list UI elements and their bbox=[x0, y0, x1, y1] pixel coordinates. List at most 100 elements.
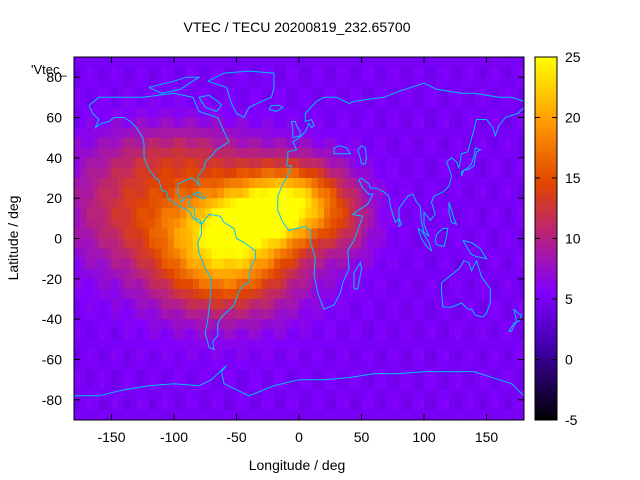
heatmap-cell bbox=[180, 268, 187, 280]
heatmap-cell bbox=[192, 77, 200, 88]
heatmap-cell bbox=[286, 248, 294, 260]
heatmap-cell bbox=[167, 258, 175, 270]
heatmap-cell bbox=[80, 228, 87, 239]
heatmap-cell bbox=[230, 157, 237, 169]
heatmap-cell bbox=[342, 228, 350, 239]
heatmap-cell bbox=[217, 107, 225, 118]
heatmap-cell bbox=[336, 359, 344, 370]
heatmap-cell bbox=[342, 198, 350, 209]
heatmap-cell bbox=[205, 409, 212, 421]
heatmap-cell bbox=[355, 87, 362, 98]
coastline-cuba bbox=[192, 191, 207, 199]
heatmap-cell bbox=[486, 238, 494, 249]
heatmap-cell bbox=[486, 87, 494, 98]
heatmap-cell bbox=[180, 198, 187, 209]
heatmap-cell bbox=[105, 107, 112, 118]
heatmap-cell bbox=[86, 87, 94, 98]
heatmap-cell bbox=[180, 299, 187, 310]
heatmap-cell bbox=[492, 248, 500, 260]
heatmap-cell bbox=[111, 379, 119, 391]
heatmap-cell bbox=[330, 248, 337, 260]
heatmap-cell bbox=[155, 278, 162, 290]
heatmap-cell bbox=[217, 57, 225, 68]
heatmap-cell bbox=[136, 349, 144, 360]
heatmap-cell bbox=[267, 339, 275, 350]
heatmap-cell bbox=[111, 278, 119, 290]
heatmap-cell bbox=[461, 208, 469, 219]
heatmap-cell bbox=[186, 228, 194, 239]
heatmap-cell bbox=[392, 238, 400, 249]
heatmap-cell bbox=[117, 299, 125, 310]
heatmap-cell bbox=[186, 288, 194, 300]
heatmap-cell bbox=[430, 107, 437, 118]
heatmap-cell bbox=[124, 218, 131, 229]
heatmap-cell bbox=[174, 57, 181, 68]
heatmap-cell bbox=[92, 107, 100, 118]
heatmap-cell bbox=[224, 127, 231, 139]
heatmap-cell bbox=[367, 167, 375, 179]
heatmap-cell bbox=[474, 278, 481, 290]
x-axis-label: Longitude / deg bbox=[249, 457, 346, 473]
heatmap-cell bbox=[111, 188, 119, 199]
heatmap-cell bbox=[199, 409, 206, 421]
heatmap-cell bbox=[499, 117, 506, 128]
heatmap-cell bbox=[186, 57, 194, 68]
heatmap-cell bbox=[174, 218, 181, 229]
heatmap-cell bbox=[205, 359, 212, 370]
heatmap-cell bbox=[186, 188, 194, 199]
heatmap-cell bbox=[255, 319, 262, 330]
heatmap-cell bbox=[199, 87, 206, 98]
heatmap-cell bbox=[105, 288, 112, 300]
heatmap-cell bbox=[124, 258, 131, 270]
heatmap-cell bbox=[142, 389, 150, 401]
heatmap-cell bbox=[230, 87, 237, 98]
heatmap-cell bbox=[192, 329, 200, 340]
heatmap-cell bbox=[342, 339, 350, 350]
heatmap-cell bbox=[336, 278, 344, 290]
heatmap-cell bbox=[155, 147, 162, 159]
heatmap-cell bbox=[249, 339, 256, 350]
heatmap-cell bbox=[92, 349, 100, 360]
heatmap-cell bbox=[311, 238, 319, 249]
heatmap-cell bbox=[349, 268, 356, 280]
heatmap-cell bbox=[374, 87, 381, 98]
heatmap-cell bbox=[192, 339, 200, 350]
heatmap-cell bbox=[117, 188, 125, 199]
heatmap-cell bbox=[242, 97, 250, 108]
heatmap-cell bbox=[155, 208, 162, 219]
heatmap-cell bbox=[324, 188, 331, 199]
heatmap-cell bbox=[405, 319, 412, 330]
heatmap-cell bbox=[405, 57, 412, 68]
heatmap-cell bbox=[305, 117, 312, 128]
heatmap-cell bbox=[317, 379, 325, 391]
heatmap-cell bbox=[224, 87, 231, 98]
heatmap-cell bbox=[411, 349, 419, 360]
heatmap-cell bbox=[336, 137, 344, 149]
heatmap-cell bbox=[149, 299, 156, 310]
heatmap-cell bbox=[174, 258, 181, 270]
heatmap-cell bbox=[499, 208, 506, 219]
heatmap-cell bbox=[211, 278, 219, 290]
heatmap-cell bbox=[261, 299, 269, 310]
heatmap-cell bbox=[449, 117, 456, 128]
heatmap-cell bbox=[274, 389, 281, 401]
heatmap-cell bbox=[299, 319, 306, 330]
coastline-madagascar bbox=[353, 261, 363, 290]
heatmap-cell bbox=[217, 67, 225, 78]
heatmap-cell bbox=[217, 399, 225, 411]
heatmap-cell bbox=[511, 147, 519, 159]
heatmap-cell bbox=[124, 248, 131, 260]
heatmap-cell bbox=[442, 278, 450, 290]
heatmap-cell bbox=[386, 208, 394, 219]
heatmap-cell bbox=[424, 167, 431, 179]
heatmap-cell bbox=[336, 399, 344, 411]
heatmap-cell bbox=[311, 87, 319, 98]
heatmap-cell bbox=[236, 87, 244, 98]
heatmap-cell bbox=[124, 288, 131, 300]
heatmap-cell bbox=[92, 167, 100, 179]
y-tick-label: -20 bbox=[42, 271, 62, 287]
heatmap-cell bbox=[99, 379, 106, 391]
coastline-new-zealand bbox=[508, 308, 523, 332]
heatmap-cell bbox=[92, 238, 100, 249]
heatmap-cell bbox=[99, 198, 106, 209]
